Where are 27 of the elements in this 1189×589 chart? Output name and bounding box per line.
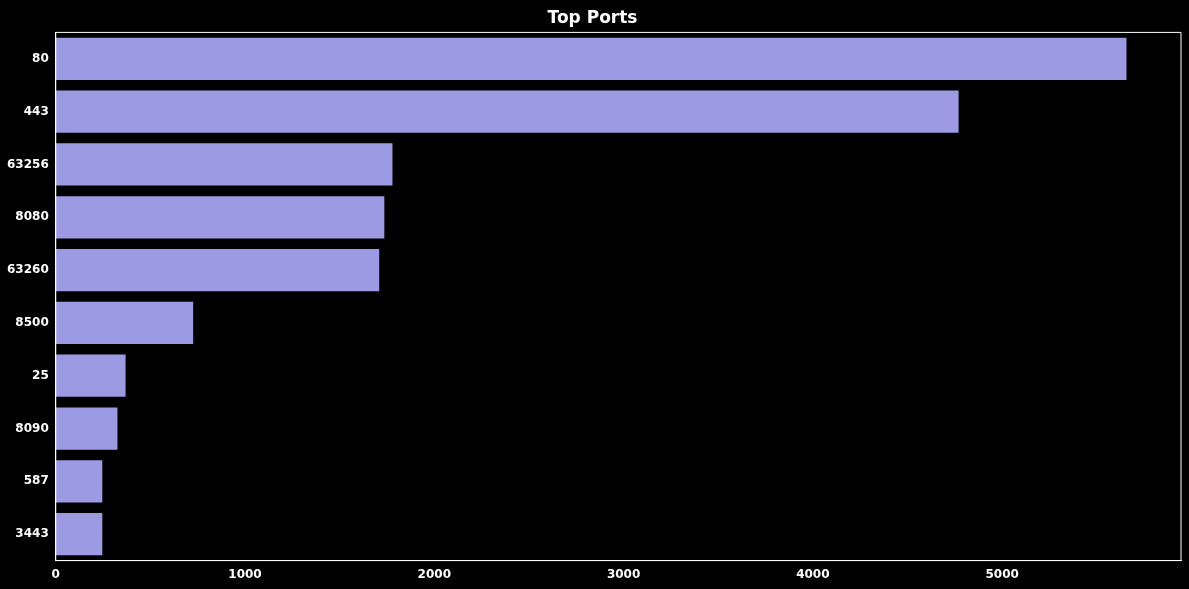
y-tick-label: 8090 xyxy=(15,420,49,435)
y-tick-label: 63260 xyxy=(7,262,49,277)
y-tick-label: 587 xyxy=(23,473,49,488)
chart-title: Top Ports xyxy=(547,6,638,27)
y-tick-label: 3443 xyxy=(15,526,49,541)
bar xyxy=(55,354,126,397)
y-tick-label: 8500 xyxy=(15,315,49,330)
x-tick-label: 5000 xyxy=(985,566,1019,581)
bar xyxy=(55,37,1127,80)
bar xyxy=(55,407,118,450)
y-tick-label: 25 xyxy=(32,367,49,382)
bar xyxy=(55,196,385,239)
bar xyxy=(55,143,393,186)
x-tick-label: 2000 xyxy=(417,566,452,581)
bar xyxy=(55,301,194,345)
bar xyxy=(55,248,380,292)
x-tick-label: 4000 xyxy=(796,566,830,581)
y-tick-label: 80 xyxy=(32,50,49,65)
bar xyxy=(55,460,103,503)
y-tick-label: 8080 xyxy=(15,209,49,224)
bar xyxy=(55,513,103,556)
y-tick-label: 443 xyxy=(23,103,49,118)
bar xyxy=(55,90,959,133)
y-tick-label: 63256 xyxy=(7,156,49,171)
x-tick-label: 1000 xyxy=(228,566,262,581)
x-tick-label: 0 xyxy=(51,566,60,581)
x-tick-label: 3000 xyxy=(606,566,641,581)
